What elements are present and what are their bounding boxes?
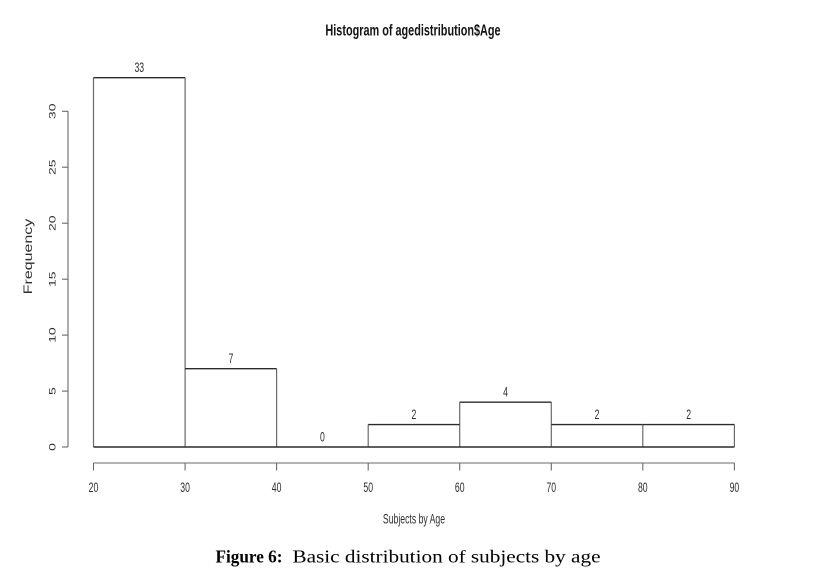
svg-text:5: 5 <box>47 387 58 395</box>
svg-text:40: 40 <box>272 480 282 496</box>
svg-text:2: 2 <box>411 407 416 423</box>
svg-text:33: 33 <box>134 60 144 76</box>
svg-text:25: 25 <box>47 159 58 175</box>
svg-text:Histogram of agedistribution$A: Histogram of agedistribution$Age <box>325 21 500 39</box>
svg-text:Subjects by Age: Subjects by Age <box>383 511 445 527</box>
svg-text:30: 30 <box>47 103 58 119</box>
svg-text:70: 70 <box>546 480 556 496</box>
svg-text:90: 90 <box>730 480 740 496</box>
svg-text:2: 2 <box>686 407 691 423</box>
svg-text:Frequency: Frequency <box>21 219 34 295</box>
svg-text:0: 0 <box>47 443 58 451</box>
svg-text:20: 20 <box>47 215 58 231</box>
svg-text:10: 10 <box>47 327 58 343</box>
svg-text:80: 80 <box>638 480 648 496</box>
svg-text:2: 2 <box>595 407 600 423</box>
svg-text:20: 20 <box>89 480 99 496</box>
svg-text:Figure 6:: Figure 6: <box>216 548 283 567</box>
svg-text:Basic distribution of subjects: Basic distribution of subjects by age <box>293 548 601 567</box>
svg-text:4: 4 <box>503 385 508 401</box>
svg-text:0: 0 <box>320 429 325 445</box>
svg-text:60: 60 <box>455 480 465 496</box>
svg-text:15: 15 <box>47 271 58 287</box>
svg-text:30: 30 <box>180 480 190 496</box>
svg-text:50: 50 <box>363 480 373 496</box>
svg-text:7: 7 <box>228 351 233 367</box>
